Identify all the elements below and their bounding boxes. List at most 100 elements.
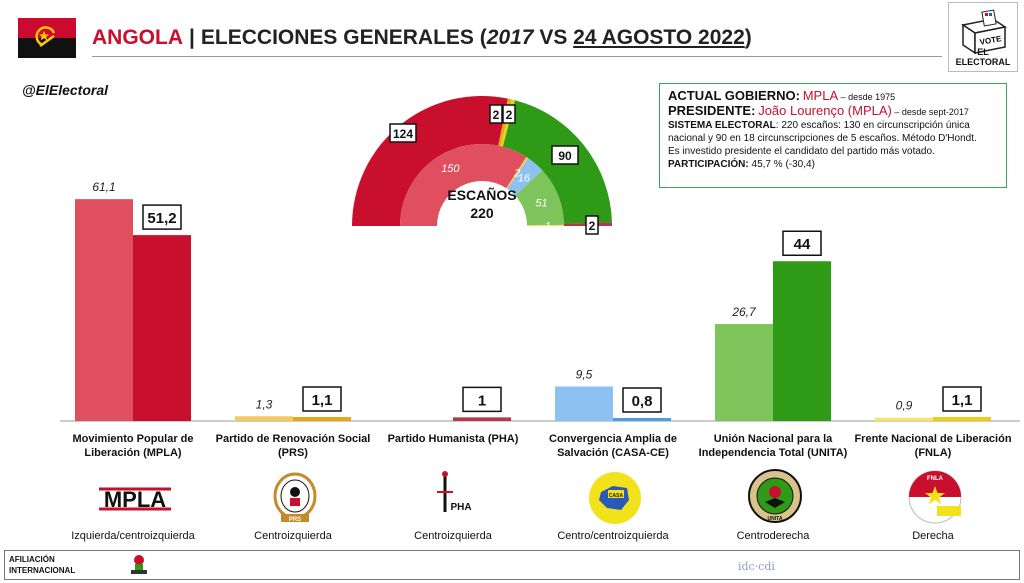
- casa-ce-logo: CASA: [575, 470, 655, 524]
- info-box: ACTUAL GOBIERNO: MPLA – desde 1975 PRESI…: [659, 83, 1007, 188]
- seat-label-2017-prs: 2: [513, 168, 520, 180]
- casa-logo-text: CASA: [609, 493, 624, 499]
- seat-label-2022-unita: 90: [558, 149, 572, 163]
- party-name-line-2: Independencia Total (UNITA): [698, 447, 848, 459]
- party-ideology-unita: Centroderecha: [736, 530, 810, 542]
- bar-2017-mpla: [75, 199, 133, 421]
- government-label: ACTUAL GOBIERNO:: [668, 88, 800, 103]
- seats-title: ESCAÑOS: [447, 186, 516, 203]
- unita-logo: UNITA: [735, 468, 815, 523]
- mpla-logo: MPLA: [95, 475, 175, 525]
- seat-arc-2017-fnla: [526, 224, 564, 226]
- footer-label-1: AFILIACIÓN: [9, 555, 55, 564]
- footer-affiliation-label: AFILIACIÓN INTERNACIONAL: [9, 554, 75, 576]
- president-line: PRESIDENTE: João Lourenço (MPLA) – desde…: [668, 104, 998, 119]
- bar-label-2022-unita: 44: [794, 236, 811, 253]
- seat-label-box-2022-unita: [551, 145, 579, 165]
- bar-2022-unita: [773, 261, 831, 421]
- bar-label-2017-casa-ce: 9,5: [576, 368, 593, 382]
- seat-arc-2017-unita: [515, 170, 564, 226]
- bar-label-box-2022-pha: [462, 386, 502, 413]
- party-name-mpla: Movimiento Popular de Liberación (MPLA): [53, 432, 213, 460]
- page-title: ANGOLA | ELECCIONES GENERALES (2017 VS 24 …: [92, 26, 752, 50]
- title-date: 24 AGOSTO 2022: [573, 26, 745, 49]
- footer-source: idc·cdi: [738, 560, 775, 573]
- logo-label: EL ELECTORAL: [955, 47, 1011, 67]
- participation-value: 45,7 % (-30,4): [748, 159, 815, 170]
- unita-logo-text: UNITA: [768, 516, 783, 522]
- party-name-line-2: (FNLA): [914, 447, 952, 459]
- bar-2022-mpla: [133, 235, 191, 421]
- title-year: 2017: [486, 26, 534, 49]
- twitter-handle: @ElElectoral: [22, 82, 109, 98]
- seat-label-2022-mpla: 124: [393, 127, 413, 141]
- pha-logo-text: PHA: [450, 502, 471, 513]
- seat-label-2017-casa-ce: 16: [518, 173, 531, 185]
- party-name-casa-ce: Convergencia Amplia de Salvación (CASA-CE…: [533, 432, 693, 460]
- party-ideology-fnla: Derecha: [912, 530, 954, 542]
- seat-label-box-2022-fnla: [502, 104, 516, 124]
- system-label: SISTEMA ELECTORAL: [668, 120, 776, 131]
- party-name-prs: Partido de Renovación Social (PRS): [213, 432, 373, 460]
- bar-2017-unita: [715, 324, 773, 421]
- title-country: ANGOLA: [92, 26, 183, 49]
- system-line-1: SISTEMA ELECTORAL: 220 escaños: 130 en c…: [668, 119, 998, 132]
- bar-label-2017-fnla: 0,9: [896, 399, 913, 413]
- bar-2017-prs: [235, 416, 293, 421]
- ballot-text: VOTE: [979, 34, 1003, 47]
- seat-arc-2022-mpla: [352, 96, 508, 227]
- system-text-1: : 220 escaños: 130 en circunscripción ún…: [775, 120, 970, 131]
- bar-2022-fnla: [933, 417, 991, 421]
- party-name-line-1: Partido de Renovación Social: [215, 433, 371, 445]
- title-vs: VS: [533, 26, 574, 49]
- angola-flag-icon: [18, 18, 76, 58]
- party-name-line-1: Convergencia Amplia de: [549, 433, 677, 445]
- pha-logo: PHA: [415, 468, 495, 518]
- bar-2022-prs: [293, 417, 351, 421]
- header: ANGOLA | ELECCIONES GENERALES (2017 VS 24 …: [0, 0, 1024, 75]
- seat-arc-2017-mpla: [400, 143, 527, 226]
- seat-label-box-2022-prs: [489, 104, 503, 124]
- party-ideology-casa-ce: Centro/centroizquierda: [557, 530, 669, 542]
- title-divider: [92, 56, 942, 57]
- bar-2017-casa-ce: [555, 386, 613, 421]
- participation-line: PARTICIPACIÓN: 45,7 % (-30,4): [668, 158, 998, 171]
- bar-label-2022-mpla: 51,2: [147, 210, 176, 227]
- title-separator: |: [189, 26, 195, 49]
- seat-arc-2017-prs: [506, 157, 529, 189]
- bar-2017-fnla: [875, 417, 933, 421]
- bar-label-box-2022-casa-ce: [622, 387, 662, 413]
- fnla-logo: FNLA: [895, 468, 975, 524]
- seats-total: 220: [470, 205, 494, 221]
- bar-label-box-2022-fnla: [942, 386, 982, 412]
- party-name-line-2: Salvación (CASA-CE): [557, 447, 669, 459]
- bar-label-2017-prs: 1,3: [256, 397, 273, 411]
- party-name-line-1: Movimiento Popular de: [72, 433, 194, 445]
- ballot-box-icon: VOTE: [961, 9, 1007, 55]
- party-name-line-1: Partido Humanista (PHA): [387, 433, 519, 445]
- bar-label-2022-casa-ce: 0,8: [632, 393, 653, 410]
- bar-label-2022-fnla: 1,1: [952, 392, 973, 409]
- prs-logo-text: PRS: [289, 517, 301, 523]
- president-value: João Lourenço (MPLA): [758, 103, 892, 118]
- government-value: MPLA: [802, 88, 839, 103]
- government-since: – desde 1975: [838, 92, 896, 102]
- seat-label-2017-unita: 51: [535, 197, 547, 209]
- bar-label-2022-pha: 1: [478, 392, 486, 409]
- prs-logo: PRS: [255, 470, 335, 523]
- president-since: – desde sept-2017: [891, 107, 969, 117]
- seat-label-box-2022-mpla: [389, 123, 417, 143]
- el-electoral-logo: VOTE EL ELECTORAL: [948, 2, 1018, 72]
- seat-label-2017-mpla: 150: [441, 163, 460, 175]
- party-ideology-pha: Centroizquierda: [414, 530, 492, 542]
- seat-arc-2017-casa-ce: [507, 158, 543, 196]
- bar-label-box-2022-prs: [302, 386, 342, 412]
- government-line: ACTUAL GOBIERNO: MPLA – desde 1975: [668, 89, 998, 104]
- seat-label-2022-prs: 2: [493, 108, 500, 122]
- title-post: ): [744, 26, 752, 49]
- bar-label-2017-unita: 26,7: [731, 305, 757, 319]
- seat-label-2022-fnla: 2: [506, 108, 513, 122]
- system-text-2: nacional y 90 en 18 circunscripciones de…: [668, 133, 977, 144]
- party-name-line-1: Frente Nacional de Liberación: [854, 433, 1012, 445]
